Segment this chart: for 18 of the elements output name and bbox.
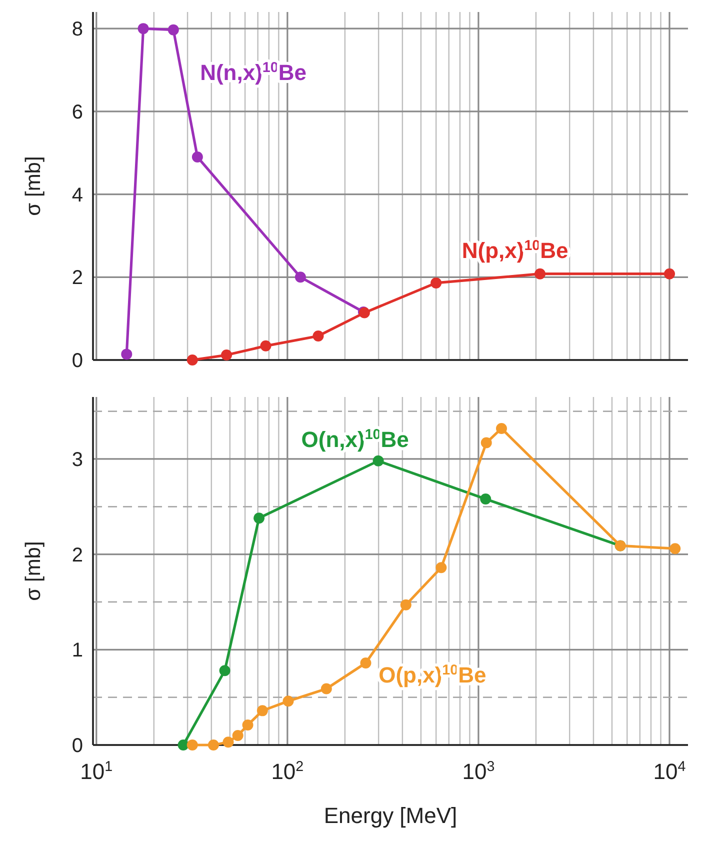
x-tick-label: 10$^{1}$	[80, 759, 113, 784]
y-tick-label: 0	[72, 350, 83, 372]
y-tick-label: 3	[72, 448, 83, 471]
series-label: O(n,x)$^{10}$Be	[301, 427, 409, 452]
y-tick-label: 2	[72, 544, 83, 566]
y-tick-label: 4	[72, 184, 83, 206]
y-tick-label: 8	[72, 18, 83, 41]
y-tick-label: 0	[72, 735, 83, 757]
y-axis-title: σ [mb]	[22, 156, 45, 216]
x-tick-label: 10$^{2}$	[271, 759, 304, 784]
x-axis-title: Energy [MeV]	[324, 803, 458, 828]
y-axis-title: σ [mb]	[22, 541, 45, 601]
series-label: N(p,x)$^{10}$Be	[462, 238, 568, 264]
y-tick-label: 1	[72, 640, 83, 662]
x-tick-label: 10$^{3}$	[462, 759, 495, 784]
y-tick-label: 2	[72, 267, 83, 290]
x-tick-label: 10$^{4}$	[653, 759, 686, 784]
y-tick-label: 6	[72, 101, 83, 124]
